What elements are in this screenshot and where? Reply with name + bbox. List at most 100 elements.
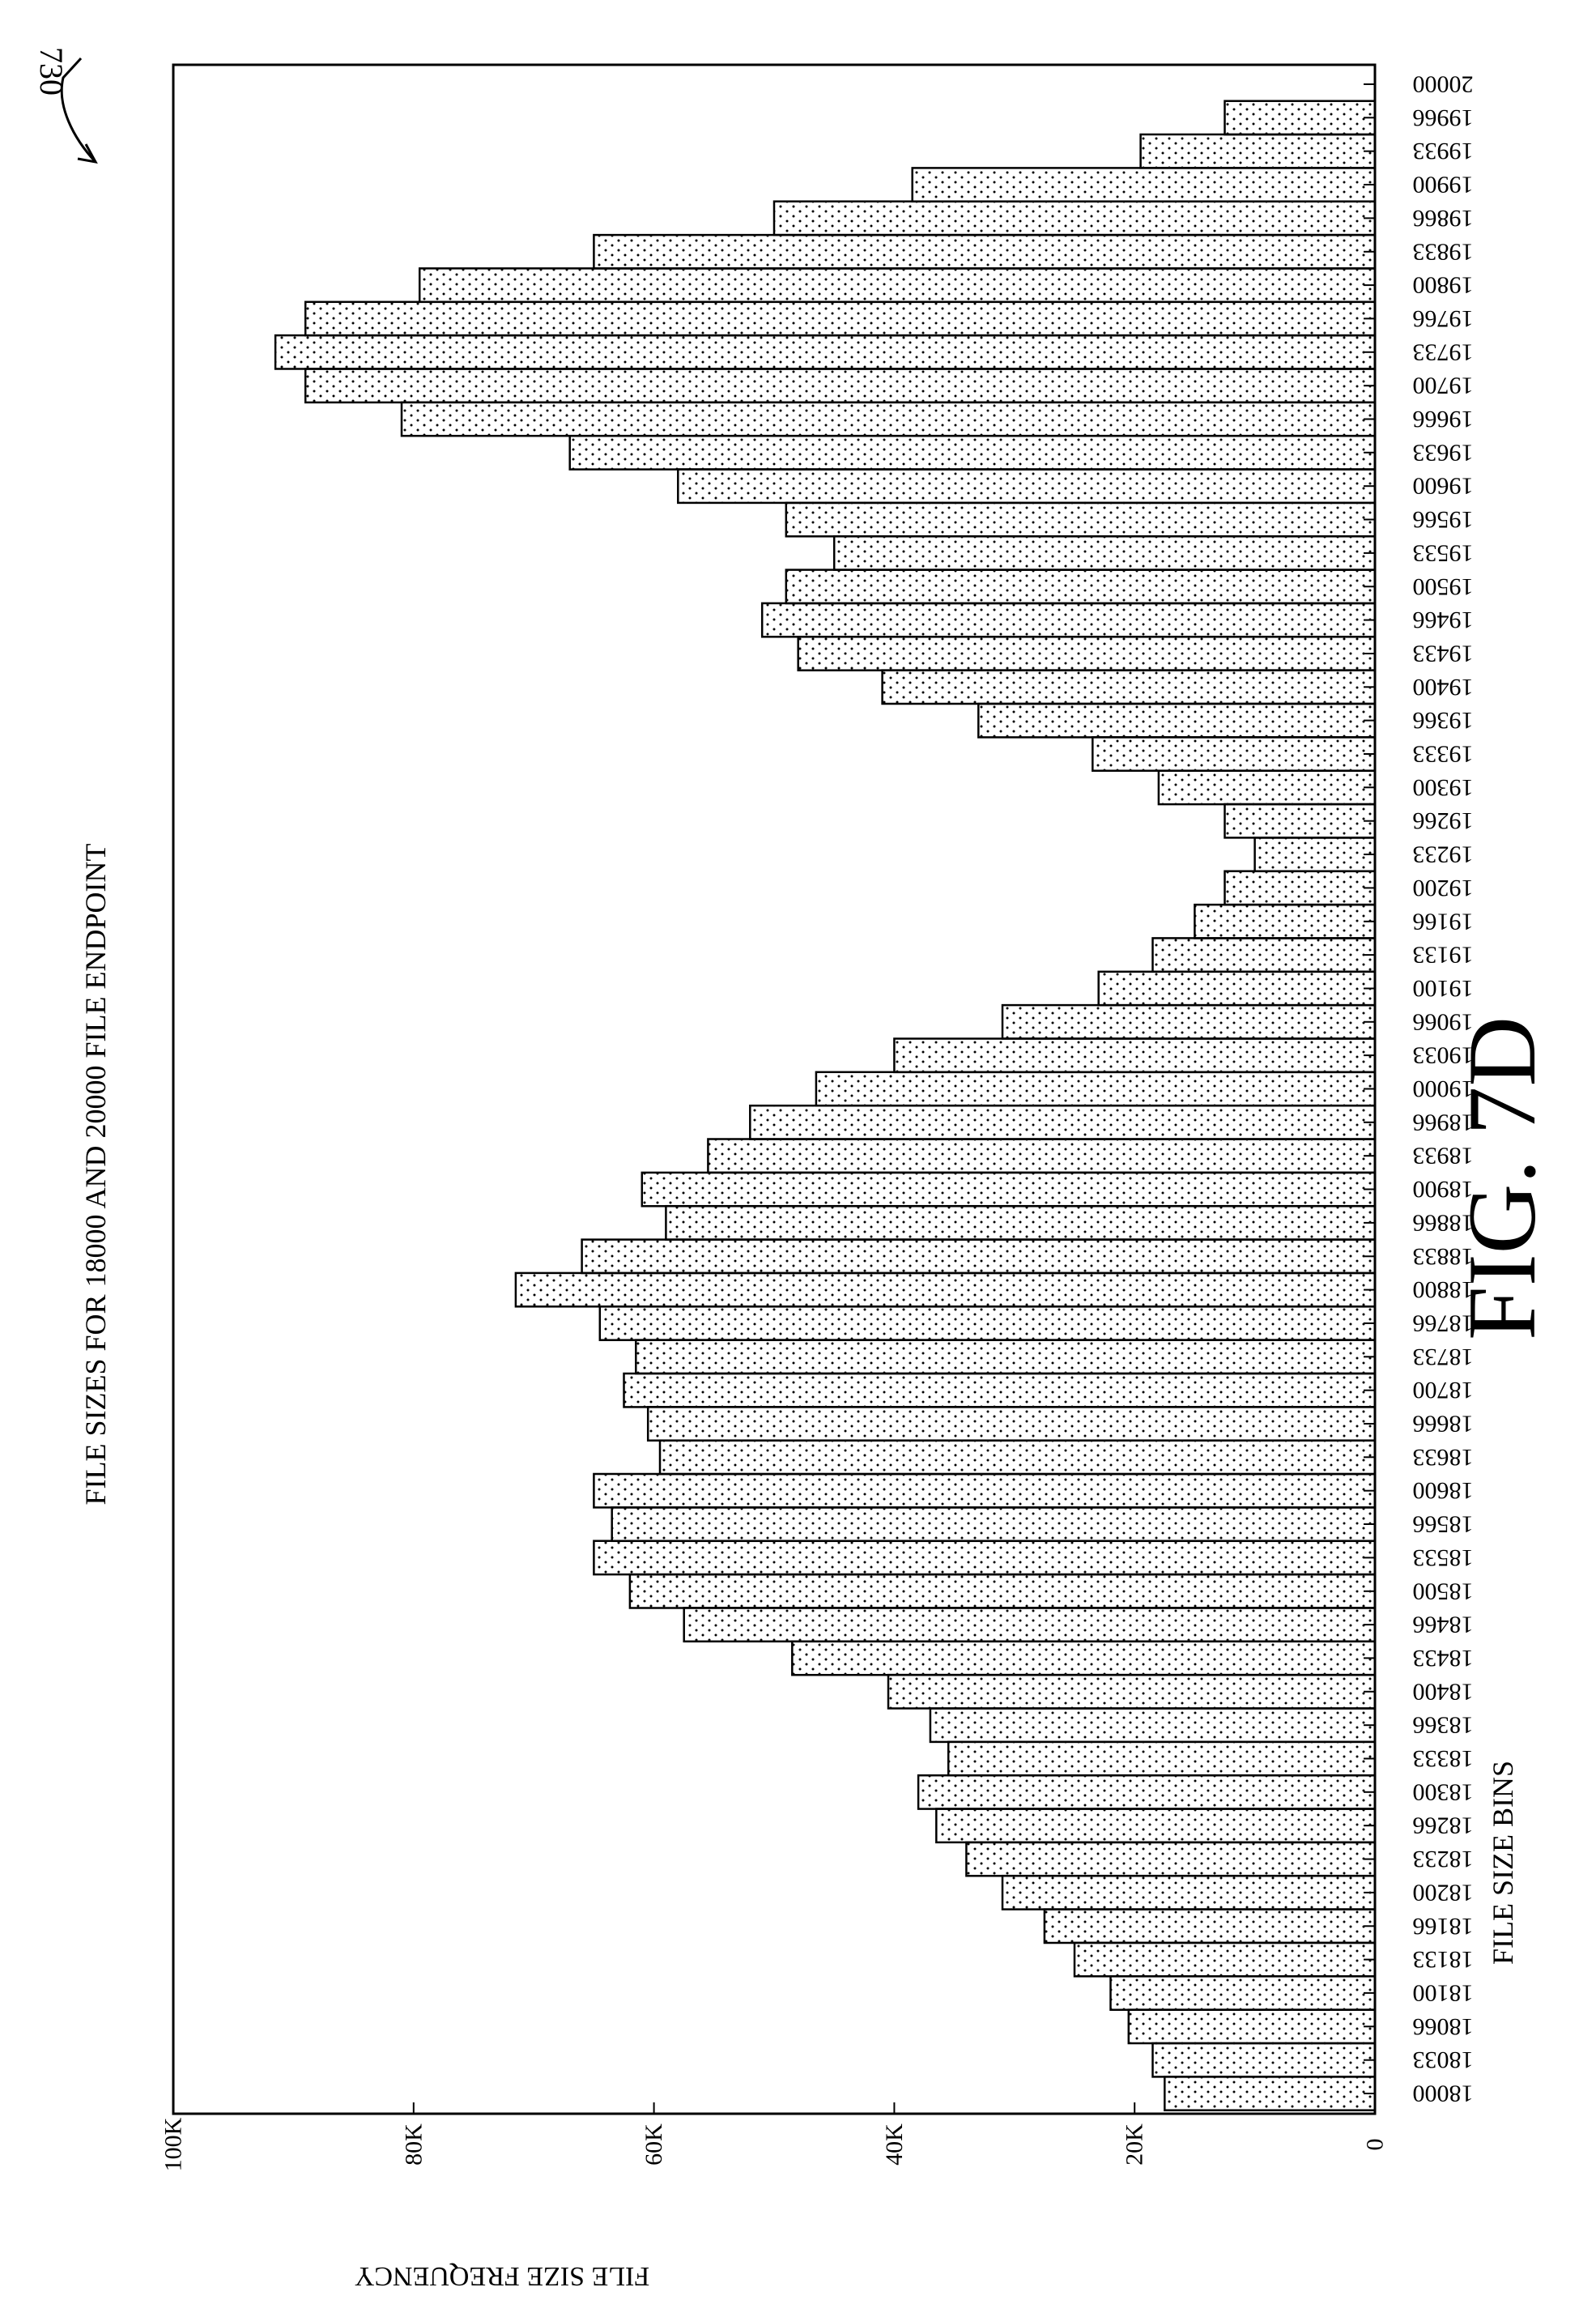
bar-18933 xyxy=(707,1138,1377,1174)
bar-19300 xyxy=(1157,769,1377,806)
category-label-19366: 19366 xyxy=(1413,707,1474,734)
bar-18833 xyxy=(581,1238,1377,1275)
bar-18966 xyxy=(749,1104,1377,1140)
bar-18133 xyxy=(1073,1941,1377,1978)
reference-numeral: 730 xyxy=(33,47,70,96)
bar-19433 xyxy=(797,636,1377,671)
bar-19500 xyxy=(785,569,1377,605)
bar-19466 xyxy=(760,602,1377,638)
chart-title: FILE SIZES FOR 18000 AND 20000 FILE ENDP… xyxy=(79,843,112,1505)
category-label-18500: 18500 xyxy=(1413,1578,1474,1604)
category-ticks-group xyxy=(1364,83,1375,2094)
category-label-18466: 18466 xyxy=(1413,1612,1474,1638)
value-ticks-group xyxy=(172,2102,1376,2114)
category-label-19100: 19100 xyxy=(1413,975,1474,1002)
category-label-19633: 19633 xyxy=(1413,439,1474,466)
bar-18000 xyxy=(1164,2076,1377,2111)
category-label-18333: 18333 xyxy=(1413,1745,1474,1772)
bar-18566 xyxy=(611,1506,1377,1543)
value-label-0: 0 xyxy=(1362,2139,1389,2151)
category-label-19533: 19533 xyxy=(1413,539,1474,566)
value-label-40K: 40K xyxy=(881,2123,908,2166)
category-label-19800: 19800 xyxy=(1413,272,1474,299)
bar-19600 xyxy=(677,468,1377,505)
bars-group xyxy=(274,100,1377,2111)
bar-18266 xyxy=(935,1808,1377,1844)
value-labels-group: 0 20K 40K 60K 80K 100K xyxy=(160,2117,1389,2171)
category-label-19833: 19833 xyxy=(1413,238,1474,265)
bar-18766 xyxy=(598,1305,1377,1341)
bar-19633 xyxy=(568,434,1377,471)
bar-19366 xyxy=(977,702,1377,739)
bar-18433 xyxy=(791,1640,1377,1676)
bar-18600 xyxy=(593,1472,1377,1509)
category-label-19866: 19866 xyxy=(1413,205,1474,232)
bar-19566 xyxy=(785,501,1377,538)
category-label-19766: 19766 xyxy=(1413,305,1474,332)
category-label-19566: 19566 xyxy=(1413,506,1474,533)
category-label-18866: 18866 xyxy=(1413,1209,1474,1236)
category-label-19400: 19400 xyxy=(1413,674,1474,701)
bar-19400 xyxy=(881,669,1377,705)
category-label-18266: 18266 xyxy=(1413,1812,1474,1839)
bar-18166 xyxy=(1043,1908,1377,1944)
bar-19233 xyxy=(1253,837,1377,873)
category-label-18800: 18800 xyxy=(1413,1276,1474,1303)
category-label-19466: 19466 xyxy=(1413,607,1474,633)
category-label-19000: 19000 xyxy=(1413,1075,1474,1102)
category-label-18733: 18733 xyxy=(1413,1344,1474,1370)
bar-19133 xyxy=(1151,937,1377,973)
bar-18533 xyxy=(593,1540,1377,1576)
reference-leader-arrow xyxy=(60,57,97,164)
category-label-19433: 19433 xyxy=(1413,641,1474,667)
bar-19066 xyxy=(1001,1003,1377,1040)
category-label-19666: 19666 xyxy=(1413,406,1474,432)
bar-18033 xyxy=(1151,2042,1377,2078)
category-label-18133: 18133 xyxy=(1413,1946,1474,1973)
bar-18666 xyxy=(646,1406,1377,1442)
category-label-18666: 18666 xyxy=(1413,1411,1474,1438)
bar-18900 xyxy=(641,1171,1377,1208)
bar-19666 xyxy=(400,401,1377,437)
bar-19933 xyxy=(1139,133,1377,169)
bar-19100 xyxy=(1097,970,1377,1007)
category-label-18533: 18533 xyxy=(1413,1544,1474,1571)
bar-19900 xyxy=(911,167,1377,203)
bar-19000 xyxy=(815,1071,1377,1107)
x-axis-title: FILE SIZE BINS xyxy=(1487,1761,1519,1965)
bar-18500 xyxy=(628,1573,1377,1609)
bar-19800 xyxy=(418,267,1377,304)
category-label-18933: 18933 xyxy=(1413,1143,1474,1169)
category-label-19200: 19200 xyxy=(1413,875,1474,901)
bar-19733 xyxy=(274,334,1377,370)
reference-arrowhead xyxy=(77,143,98,164)
category-label-19266: 19266 xyxy=(1413,807,1474,834)
bar-18733 xyxy=(635,1339,1377,1375)
category-label-18066: 18066 xyxy=(1413,2013,1474,2040)
category-label-19066: 19066 xyxy=(1413,1008,1474,1035)
bar-19033 xyxy=(893,1037,1377,1074)
bar-19833 xyxy=(593,233,1377,270)
bar-18233 xyxy=(965,1841,1377,1877)
category-labels-group: 18000 18033 18066 18100 18133 18166 18200 18233… xyxy=(1413,71,1474,2107)
category-label-18300: 18300 xyxy=(1413,1778,1474,1805)
category-label-19166: 19166 xyxy=(1413,908,1474,935)
bar-18800 xyxy=(514,1271,1377,1308)
bar-19766 xyxy=(304,300,1377,337)
bar-19533 xyxy=(832,535,1377,571)
category-label-19600: 19600 xyxy=(1413,473,1474,500)
bar-19200 xyxy=(1224,870,1377,906)
bar-18200 xyxy=(1001,1874,1377,1910)
category-label-19133: 19133 xyxy=(1413,942,1474,969)
category-label-19500: 19500 xyxy=(1413,573,1474,600)
bar-19266 xyxy=(1224,803,1377,839)
category-label-18033: 18033 xyxy=(1413,2047,1474,2073)
category-label-19300: 19300 xyxy=(1413,774,1474,801)
category-label-18833: 18833 xyxy=(1413,1243,1474,1270)
category-label-19700: 19700 xyxy=(1413,373,1474,399)
bar-19166 xyxy=(1194,903,1377,939)
category-label-19333: 19333 xyxy=(1413,741,1474,768)
category-label-18433: 18433 xyxy=(1413,1645,1474,1672)
